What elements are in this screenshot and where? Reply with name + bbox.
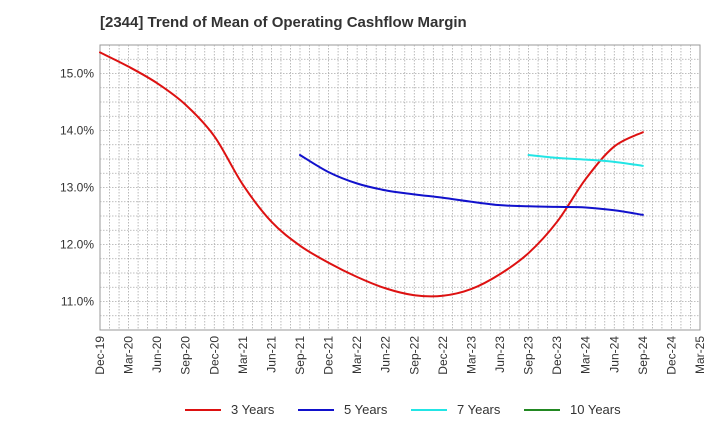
- x-tick-label: Mar-22: [350, 336, 364, 374]
- y-axis-ticks: 11.0% 12.0% 13.0% 14.0% 15.0%: [60, 67, 94, 309]
- legend-label: 5 Years: [344, 402, 388, 417]
- x-tick-label: Sep-22: [407, 336, 421, 375]
- legend-swatch: [411, 408, 447, 411]
- chart-title: [2344] Trend of Mean of Operating Cashfl…: [100, 14, 467, 31]
- x-tick-label: Sep-23: [522, 336, 536, 375]
- x-tick-label: Jun-21: [264, 336, 278, 373]
- x-tick-label: Jun-23: [493, 336, 507, 373]
- series-line-7-years: [527, 154, 644, 167]
- legend-label: 3 Years: [231, 402, 275, 417]
- series-line-5-years: [299, 154, 644, 216]
- y-tick-label: 14.0%: [60, 124, 94, 138]
- x-tick-label: Mar-24: [579, 336, 593, 374]
- x-tick-label: Dec-24: [664, 336, 678, 375]
- legend-swatch: [298, 408, 334, 411]
- x-tick-label: Mar-20: [122, 336, 136, 374]
- legend-item-3-years: 3 Years: [185, 402, 274, 417]
- x-tick-label: Dec-20: [207, 336, 221, 375]
- legend-swatch: [524, 408, 560, 411]
- x-tick-label: Mar-25: [693, 336, 707, 374]
- legend-item-7-years: 7 Years: [411, 402, 500, 417]
- x-tick-label: Jun-22: [379, 336, 393, 373]
- x-tick-label: Mar-21: [236, 336, 250, 374]
- x-tick-label: Sep-24: [636, 336, 650, 375]
- x-tick-label: Sep-21: [293, 336, 307, 375]
- y-tick-label: 13.0%: [60, 181, 94, 195]
- x-tick-label: Dec-22: [436, 336, 450, 375]
- legend-label: 10 Years: [570, 402, 621, 417]
- y-tick-label: 15.0%: [60, 67, 94, 81]
- x-tick-label: Dec-21: [322, 336, 336, 375]
- x-tick-label: Sep-20: [179, 336, 193, 375]
- legend-swatch: [185, 408, 221, 411]
- x-tick-label: Dec-23: [550, 336, 564, 375]
- y-tick-label: 12.0%: [60, 238, 94, 252]
- series-line-3-years: [99, 51, 644, 298]
- x-axis-ticks: Dec-19 Mar-20 Jun-20 Sep-20 Dec-20 Mar-21 Jun-…: [93, 336, 707, 375]
- x-tick-label: Jun-24: [607, 336, 621, 373]
- x-tick-label: Mar-23: [464, 336, 478, 374]
- grid-lines: [100, 45, 700, 330]
- x-tick-label: Jun-20: [150, 336, 164, 373]
- legend-item-5-years: 5 Years: [298, 402, 387, 417]
- legend-label: 7 Years: [457, 402, 501, 417]
- series-lines: [99, 51, 644, 298]
- x-tick-label: Dec-19: [93, 336, 107, 375]
- legend-item-10-years: 10 Years: [524, 402, 621, 417]
- y-tick-label: 11.0%: [61, 295, 94, 309]
- legend: 3 Years 5 Years 7 Years 10 Years: [0, 402, 720, 426]
